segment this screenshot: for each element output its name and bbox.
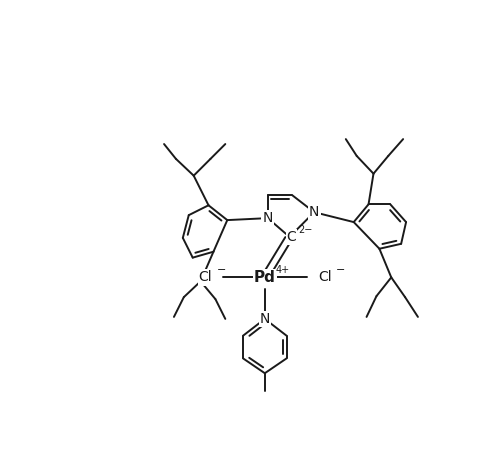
Text: −: − — [216, 266, 226, 276]
Text: N: N — [260, 312, 270, 326]
Text: 4+: 4+ — [276, 266, 290, 276]
Text: N: N — [309, 205, 320, 219]
Text: N: N — [262, 211, 273, 225]
Text: −: − — [336, 266, 345, 276]
Text: Cl: Cl — [198, 271, 212, 284]
Text: C: C — [286, 230, 296, 244]
Text: 2−: 2− — [298, 225, 313, 235]
Text: Pd: Pd — [254, 270, 276, 285]
Text: Cl: Cl — [318, 271, 332, 284]
